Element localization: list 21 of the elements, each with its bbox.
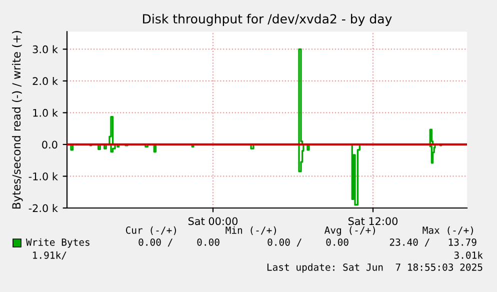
text: Min (-/+) xyxy=(226,226,276,235)
text: Avg (-/+) xyxy=(324,226,375,236)
y-axis-title: Bytes/second read (-) / write (+) xyxy=(12,31,23,209)
text: 0.00 / 0.00 xyxy=(138,238,220,247)
text: 1.91k/ xyxy=(33,251,66,260)
text: Max (-/+) xyxy=(422,226,473,235)
text: 23.40 / 13.79 xyxy=(390,238,476,247)
y-tick-label: 2.0 k xyxy=(32,76,58,86)
text: Cur (-/+) xyxy=(126,226,176,235)
text: 3.01k xyxy=(454,251,483,259)
y-tick-label: 3.0 k xyxy=(32,45,58,54)
y-tick-label: 1.0 k xyxy=(33,108,58,117)
y-tick-label: -1.0 k xyxy=(28,172,58,180)
chart-title: Disk throughput for /dev/xvda2 - by day xyxy=(143,14,392,26)
legend-label: Write Bytes xyxy=(26,238,90,248)
text: Last update: Sat Jun 7 18:55:03 2025 xyxy=(267,263,482,273)
text: 0.00 / 0.00 xyxy=(268,238,348,247)
x-tick-label: Sat 12:00 xyxy=(348,217,398,226)
x-tick-label: Sat 00:00 xyxy=(188,217,238,226)
y-tick-label: -2.0 k xyxy=(28,204,58,212)
y-tick-label: 0.0 xyxy=(42,140,58,149)
